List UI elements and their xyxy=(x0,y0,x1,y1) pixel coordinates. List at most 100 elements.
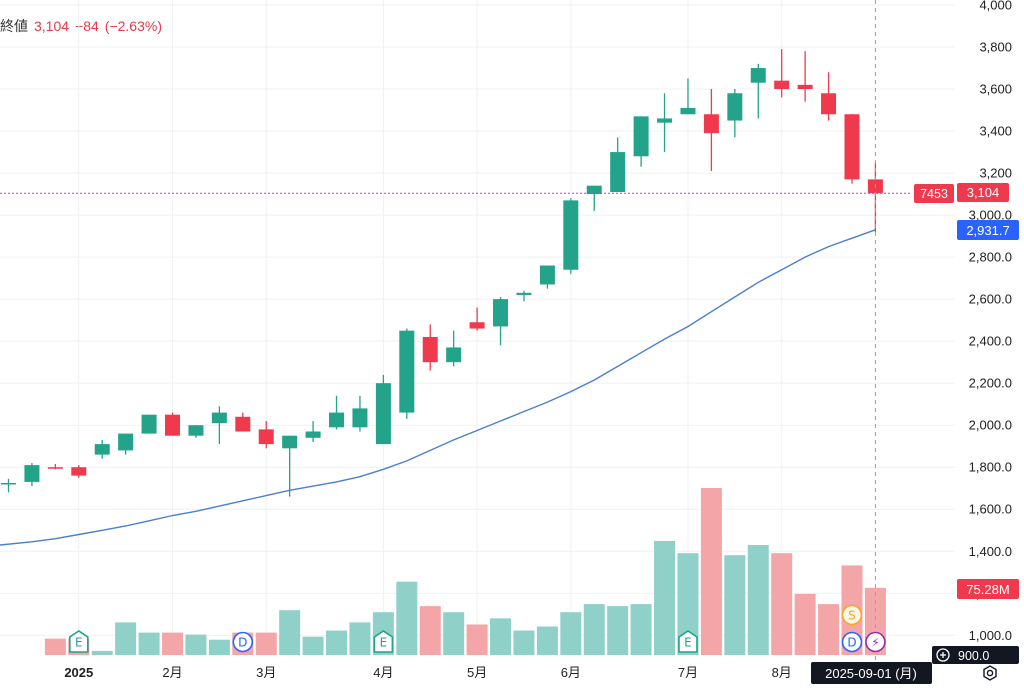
volume-bar xyxy=(91,650,113,655)
marker-label: D xyxy=(238,636,247,650)
candle-body xyxy=(352,408,368,428)
earnings-icon xyxy=(68,630,89,653)
volume-bar xyxy=(794,593,816,655)
x-tick-label: 8月 xyxy=(772,665,792,680)
marker-label: E xyxy=(380,636,388,650)
volume-bar xyxy=(490,618,512,655)
y-tick-label: 2,800.0 xyxy=(969,250,1012,265)
candle-body xyxy=(633,116,649,157)
marker-label: ⚡ xyxy=(871,636,879,650)
candle-body xyxy=(469,322,485,329)
earnings-icon xyxy=(373,630,394,653)
volume-value-text: 75.28M xyxy=(966,582,1009,597)
marker-label: E xyxy=(75,636,83,650)
candle-body xyxy=(703,114,719,134)
volume-tag-text: 7453 xyxy=(920,187,948,201)
x-tick-label: 2月 xyxy=(162,665,182,680)
change-percent: (−2.63%) xyxy=(104,18,162,34)
volume-bar xyxy=(255,632,277,655)
y-tick-label: 4,000 xyxy=(979,0,1012,13)
price-header: 終値 3,104 −84 (−2.63%) xyxy=(0,16,168,36)
split-marker: S xyxy=(841,604,863,626)
marker-label: E xyxy=(684,636,692,650)
ma-value-badge: 2,931.7 xyxy=(957,220,1019,240)
volume-bar xyxy=(654,540,676,655)
candle-body xyxy=(71,467,87,476)
candle-body xyxy=(493,299,509,327)
time-axis[interactable]: 2025 2月 3月 4月 5月 6月 7月 8月 xyxy=(64,665,791,680)
volume-bar xyxy=(44,638,66,655)
y-tick-label: 3,000.0 xyxy=(969,208,1012,223)
y-tick-label: 2,600.0 xyxy=(969,292,1012,307)
settings-gear-icon[interactable] xyxy=(983,665,997,681)
candle-body xyxy=(750,68,766,83)
candle-body xyxy=(305,431,321,438)
volume-bar xyxy=(208,639,230,655)
candle-body xyxy=(258,429,274,445)
candle-body xyxy=(118,433,134,451)
change-value: −84 xyxy=(75,18,99,34)
volume-bar xyxy=(302,636,324,655)
candle-body xyxy=(446,347,462,363)
candle-body xyxy=(680,107,696,115)
volume-bar xyxy=(162,632,184,655)
candle-body xyxy=(47,467,63,469)
candle-body xyxy=(211,412,227,424)
volume-bar xyxy=(349,622,371,655)
volume-bar xyxy=(700,488,722,655)
earnings-marker: E xyxy=(678,630,698,653)
price-axis[interactable]: 4,000 3,800 3,600 3,400 3,200 3,000.0 2,800.0 2… xyxy=(969,0,1012,643)
x-tick-label: 4月 xyxy=(373,665,393,680)
volume-tag-badge: 7453 xyxy=(914,184,954,203)
candle-body xyxy=(774,80,790,90)
candle-body xyxy=(165,414,181,436)
volume-bar xyxy=(115,622,137,655)
dividend-icon xyxy=(232,631,254,653)
cursor-date-text: 2025-09-01 (月) xyxy=(825,666,917,681)
earnings-marker: E xyxy=(373,630,394,653)
candle-body xyxy=(422,336,438,363)
candle-body xyxy=(329,412,345,428)
candle-body xyxy=(24,465,40,482)
volume-bar xyxy=(443,612,465,655)
volume-bar xyxy=(513,630,535,655)
x-tick-label: 6月 xyxy=(561,665,581,680)
volume-bar xyxy=(396,581,418,655)
earnings-marker: E xyxy=(68,630,89,653)
candle-body xyxy=(235,416,251,432)
candle-body xyxy=(188,425,204,436)
earnings-icon xyxy=(678,630,698,653)
y-tick-label: 1,000.0 xyxy=(969,628,1012,643)
y-tick-label: 1,600.0 xyxy=(969,502,1012,517)
volume-bar xyxy=(419,606,441,655)
cursor-date-badge: 2025-09-01 (月) xyxy=(811,662,932,684)
x-tick-label: 2025 xyxy=(64,665,93,680)
dividend-marker: D xyxy=(232,631,254,653)
candle-body xyxy=(563,200,579,270)
last-price-text: 3,104 xyxy=(967,185,1000,200)
ma-value-text: 2,931.7 xyxy=(966,223,1009,238)
y-tick-label: 3,200 xyxy=(979,166,1012,181)
volume-bar xyxy=(771,553,793,655)
y-tick-label: 2,000.0 xyxy=(969,418,1012,433)
volume-bar xyxy=(747,545,769,655)
volume-bar xyxy=(560,612,582,655)
event-markers: E D E E DS⚡ xyxy=(68,604,886,653)
moving-average-line xyxy=(0,229,876,546)
y-tick-label: 3,800 xyxy=(979,40,1012,55)
volume-value-badge: 75.28M xyxy=(957,579,1019,599)
volume-bar xyxy=(630,604,652,655)
candle-body xyxy=(797,84,813,90)
x-tick-label: 7月 xyxy=(678,665,698,680)
candle-body xyxy=(586,185,602,195)
candle-body xyxy=(94,444,110,455)
volume-bar xyxy=(724,555,746,655)
dividend-marker: D xyxy=(841,631,863,653)
vol-axis-tick-badge: 900.0 xyxy=(932,646,1019,664)
last-price-badge: 3,104 xyxy=(957,183,1009,202)
volume-bars xyxy=(44,488,886,655)
candle-body xyxy=(375,383,391,445)
volume-bar xyxy=(326,630,348,655)
candle-body xyxy=(844,114,860,180)
